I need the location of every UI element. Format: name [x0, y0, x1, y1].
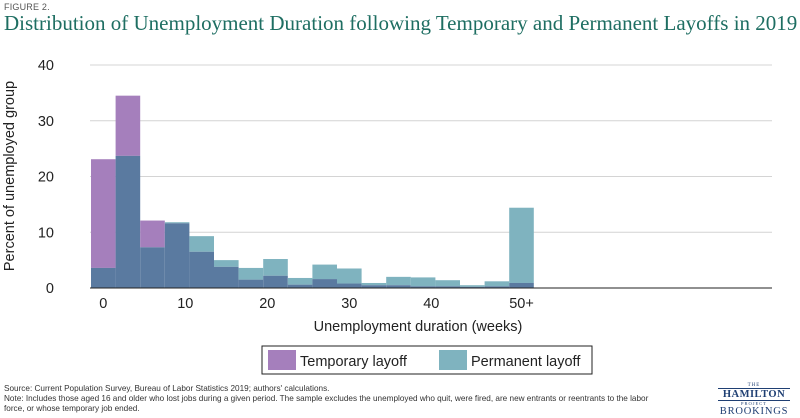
bar-permanent — [164, 222, 190, 224]
bar-permanent — [238, 267, 264, 280]
bar-temporary-overlap — [460, 286, 485, 288]
x-axis-label: Unemployment duration (weeks) — [314, 319, 523, 335]
bar-temporary-overlap — [287, 284, 313, 288]
bar-temporary-overlap — [189, 251, 214, 288]
bar-temporary-overlap — [312, 279, 337, 288]
legend-swatch-permanent — [439, 350, 467, 370]
legend-label-permanent: Permanent layoff — [471, 354, 581, 370]
x-tick-label: 50+ — [509, 296, 534, 312]
legend-box — [261, 345, 593, 375]
y-tick-label: 0 — [46, 281, 54, 297]
methodology-note: Note: Includes those aged 16 and older w… — [4, 394, 649, 413]
bar-temporary — [91, 159, 116, 268]
bar-temporary-overlap — [263, 275, 288, 288]
bar-permanent — [214, 260, 239, 267]
bar-permanent — [312, 264, 337, 280]
gridlines — [90, 64, 772, 233]
bar-temporary-overlap — [484, 286, 510, 288]
y-tick-label: 20 — [38, 170, 54, 186]
bar-temporary — [140, 220, 165, 248]
bar-temporary-overlap — [410, 286, 436, 288]
logo-the: THE — [747, 383, 761, 388]
bar-temporary-overlap — [435, 286, 460, 288]
y-tick-label: 10 — [38, 225, 54, 241]
bar-temporary-overlap — [164, 223, 190, 288]
bar-permanent — [337, 268, 362, 284]
bar-permanent-overlap — [91, 267, 116, 288]
logo-project: PROJECT — [740, 401, 767, 406]
bar-temporary-overlap — [337, 283, 362, 288]
bar-permanent — [484, 281, 510, 287]
bar-permanent — [386, 276, 411, 286]
x-tick-label: 30 — [341, 296, 357, 312]
bar-permanent — [263, 259, 288, 276]
bar-temporary-overlap — [238, 279, 264, 288]
bar-permanent — [189, 236, 214, 252]
legend-swatch-temporary — [268, 350, 296, 370]
y-axis-label: Percent of unemployed group — [2, 81, 18, 271]
bar-temporary-overlap — [509, 282, 534, 288]
legend-label-temporary: Temporary layoff — [300, 354, 408, 370]
bar-temporary-overlap — [386, 285, 411, 288]
x-tick-label: 20 — [259, 296, 275, 312]
bar-permanent-overlap — [140, 247, 165, 288]
y-tick-label: 40 — [38, 58, 54, 74]
hamilton-brookings-logo: THE HAMILTON PROJECT BROOKINGS — [712, 383, 796, 418]
bar-temporary-overlap — [361, 285, 387, 288]
legend: Temporary layoff Permanent layoff — [261, 345, 593, 375]
bar-permanent — [410, 277, 436, 287]
bar-permanent — [435, 280, 460, 287]
bar-temporary — [115, 95, 141, 156]
bar-permanent-overlap — [115, 155, 141, 288]
bar-temporary-overlap — [214, 266, 239, 288]
footer: Source: Current Population Survey, Burea… — [4, 384, 664, 414]
source-note: Source: Current Population Survey, Burea… — [4, 384, 330, 393]
x-tick-label: 40 — [423, 296, 439, 312]
axes: 0 10 20 30 40 0 10 20 30 40 50+ — [38, 58, 772, 312]
logo-brookings: BROOKINGS — [719, 406, 789, 417]
bars — [91, 95, 534, 288]
y-tick-label: 30 — [38, 114, 54, 130]
logo-hamilton: HAMILTON — [718, 388, 790, 401]
figure-label: FIGURE 2. — [4, 2, 50, 12]
bar-permanent — [509, 207, 534, 283]
chart-title: Distribution of Unemployment Duration fo… — [4, 11, 798, 35]
x-tick-label: 10 — [177, 296, 193, 312]
bar-permanent — [361, 282, 387, 286]
bar-permanent — [287, 277, 313, 285]
bar-permanent — [460, 285, 485, 287]
x-tick-label: 0 — [99, 296, 107, 312]
